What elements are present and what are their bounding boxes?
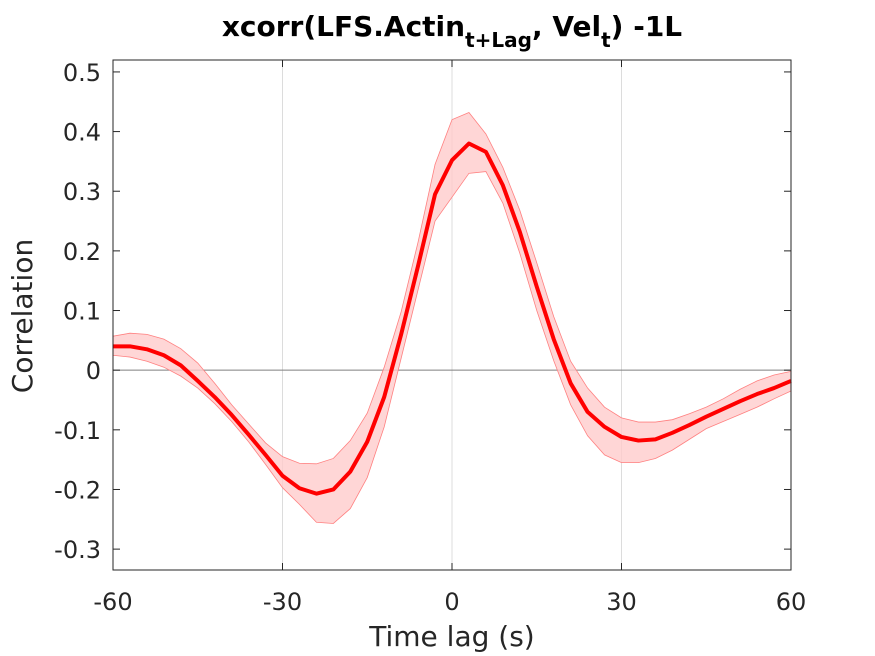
chart-title: xcorr(LFS.Actint+Lag, Velt) -1L: [222, 10, 682, 52]
x-tick-label: -30: [263, 588, 302, 616]
y-tick-label: -0.1: [54, 417, 101, 445]
y-tick-label: 0.1: [63, 298, 101, 326]
y-tick-label: 0.4: [63, 119, 101, 147]
y-tick-label: 0.3: [63, 178, 101, 206]
x-axis-label: Time lag (s): [368, 620, 534, 653]
x-axis-ticks: -60 -30 0 30 60: [93, 60, 806, 616]
y-tick-label: -0.2: [54, 476, 101, 504]
series-line: [113, 141, 792, 496]
y-tick-label: 0.2: [63, 238, 101, 266]
y-tick-label: 0.5: [63, 59, 101, 87]
title-subscript-2: t: [601, 28, 611, 52]
y-tick-label: -0.3: [54, 536, 101, 564]
x-tick-label: 60: [776, 588, 807, 616]
y-axis-label: Correlation: [6, 239, 39, 393]
line-layer: [113, 141, 792, 496]
y-tick-label: 0: [86, 357, 101, 385]
y-axis-ticks: -0.3 -0.2 -0.1 0 0.1 0.2 0.3 0.4 0.5: [54, 59, 791, 564]
x-tick-label: -60: [93, 588, 132, 616]
x-tick-label: 0: [444, 588, 459, 616]
title-subscript-1: t+Lag: [465, 28, 532, 52]
x-tick-label: 30: [606, 588, 637, 616]
